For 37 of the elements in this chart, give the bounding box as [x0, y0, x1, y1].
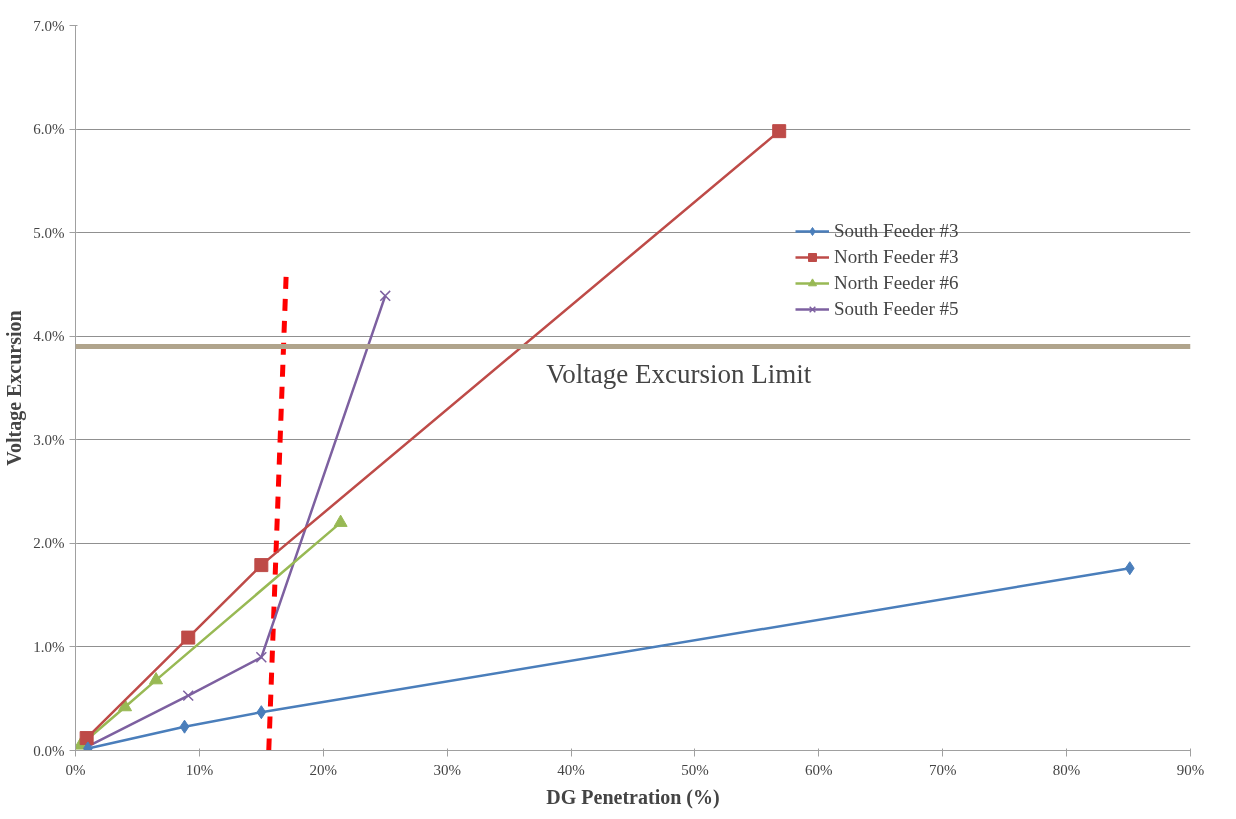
x-tick-label: 10% [185, 761, 214, 778]
x-tick-label: 80% [1052, 761, 1081, 778]
point [379, 290, 391, 302]
y-tick-label: 5.0% [33, 224, 65, 241]
point [255, 651, 268, 663]
point [181, 630, 196, 645]
x-tick-label: 60% [805, 761, 833, 778]
point [772, 124, 787, 139]
point [333, 514, 348, 527]
point [182, 689, 194, 702]
point [256, 705, 267, 720]
y-tick-label: 2.0% [33, 535, 65, 552]
legend-label: South Feeder #5 [834, 298, 959, 320]
x-axis-title: DG Penetration (%) [546, 785, 720, 809]
y-tick-label: 3.0% [33, 431, 65, 448]
y-axis-title: Voltage Excursion [3, 310, 27, 466]
y-tick-label: 4.0% [33, 328, 65, 345]
y-tick-label: 7.0% [33, 17, 65, 34]
y-tick-label: 6.0% [33, 121, 65, 138]
point [149, 672, 164, 685]
legend-label: North Feeder #6 [834, 272, 959, 294]
x-tick-label: 70% [928, 761, 957, 778]
x-tick-label: 40% [557, 761, 585, 778]
x-tick-label: 90% [1176, 761, 1205, 778]
point [254, 558, 269, 573]
y-tick-label: 0.0% [33, 742, 65, 759]
point [79, 731, 94, 746]
point [179, 719, 190, 734]
ref-line-label: Voltage Excursion Limit [546, 358, 812, 389]
point [118, 698, 133, 712]
point [1124, 561, 1135, 576]
x-tick-label: 50% [681, 761, 709, 778]
x-tick-label: 20% [309, 761, 338, 778]
legend-label: North Feeder #3 [834, 246, 959, 268]
y-tick-label: 1.0% [33, 638, 65, 655]
x-tick-label: 30% [433, 761, 461, 778]
x-tick-label: 0% [65, 761, 86, 778]
